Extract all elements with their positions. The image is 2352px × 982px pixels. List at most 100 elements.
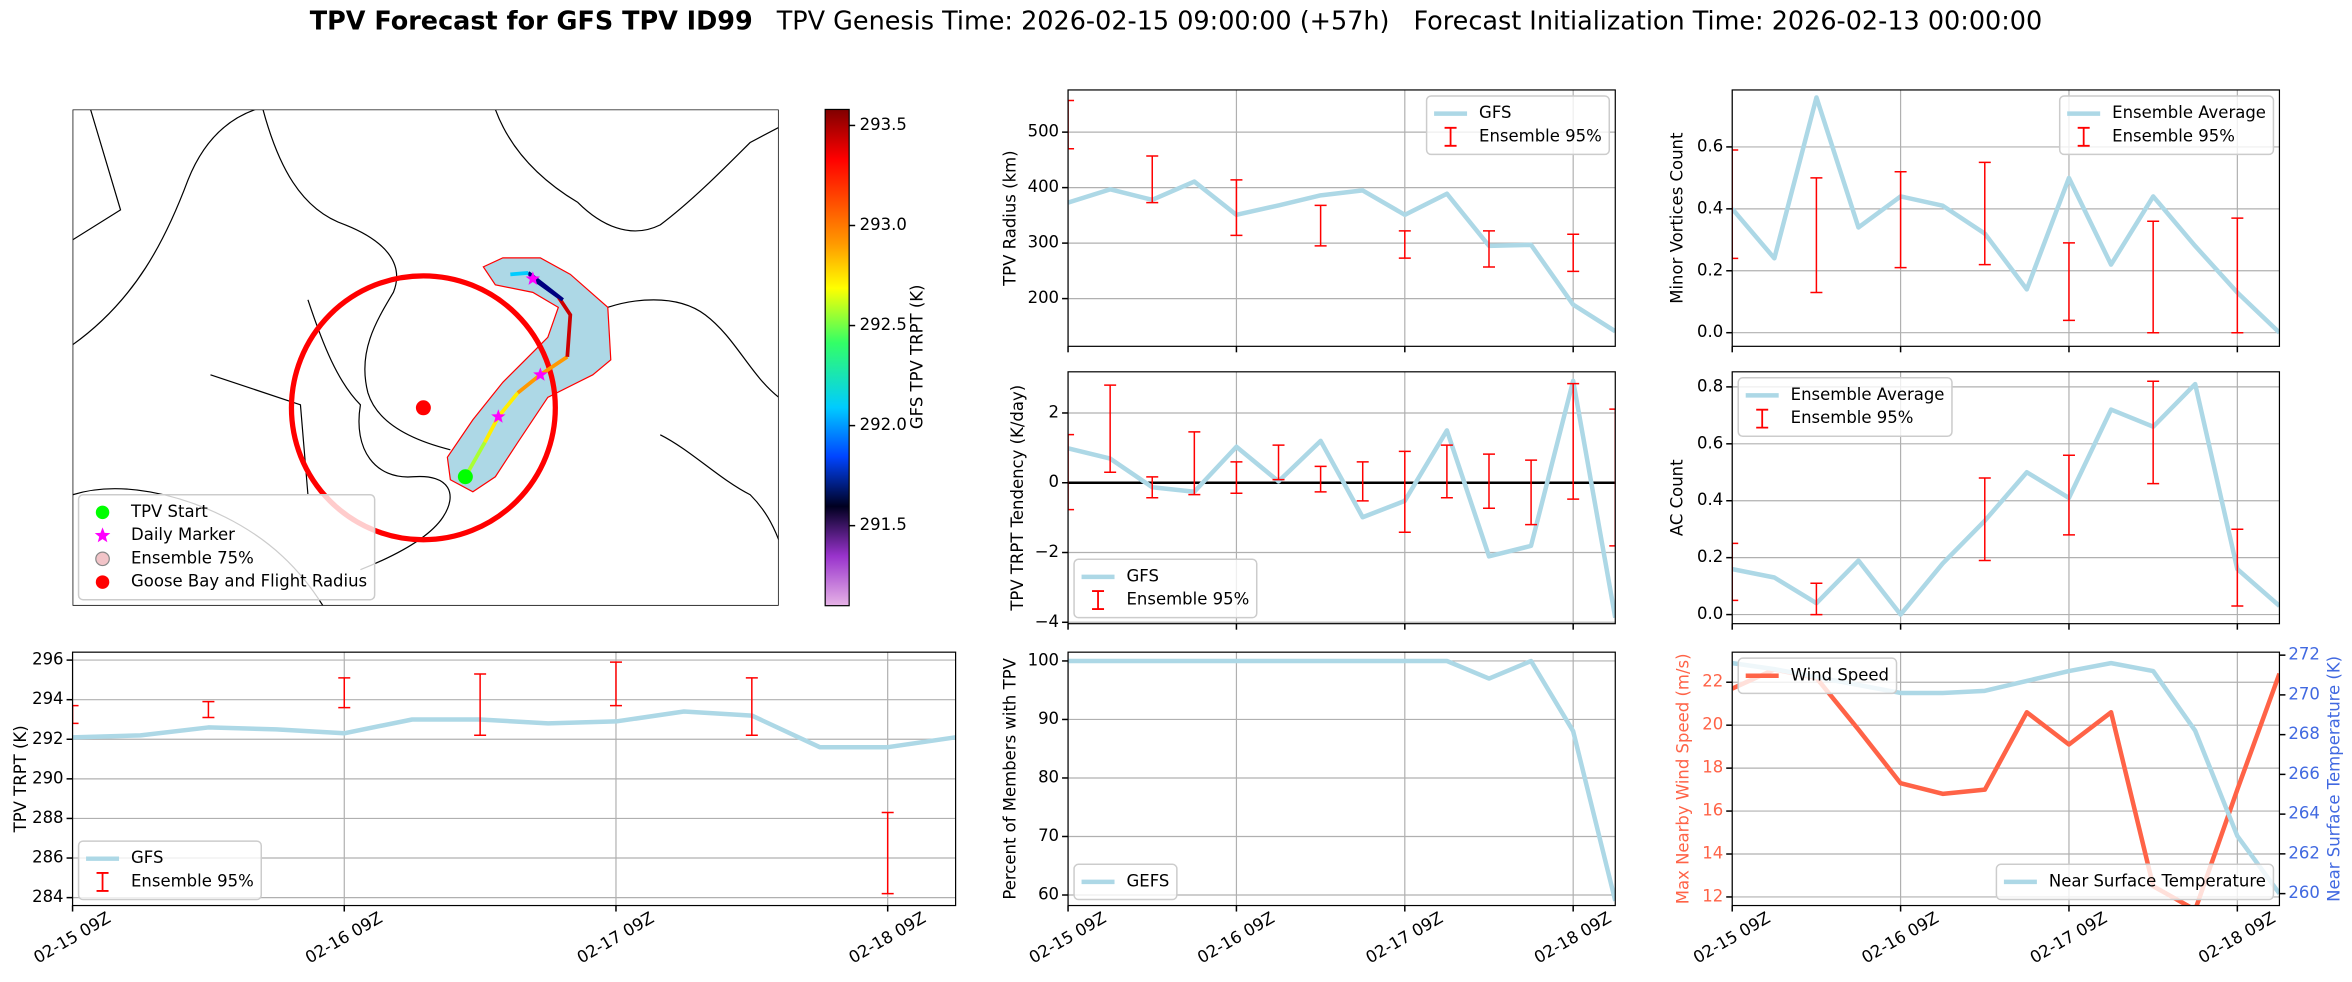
- x-tick-label: 02-17 09Z: [2027, 908, 2110, 967]
- error-bar: [1230, 179, 1243, 237]
- legend-label: Ensemble 95%: [1791, 408, 1914, 427]
- daily-marker: [533, 367, 548, 381]
- track: [556, 295, 573, 357]
- legend-label: Ensemble 75%: [131, 548, 254, 567]
- error-bar: [474, 673, 487, 737]
- figure-title: TPV Forecast for GFS TPV ID99 TPV Genesis…: [310, 6, 2042, 36]
- y-tick-label: −2: [1035, 542, 1059, 561]
- legend-handle: [95, 575, 110, 589]
- x-tick-label: 02-16 09Z: [302, 908, 385, 967]
- y-tick-label: 0.4: [1697, 198, 1723, 217]
- legend-label: GFS: [131, 848, 163, 867]
- error-bar: [1609, 408, 1616, 547]
- x-tick-label: 02-18 09Z: [2195, 908, 2278, 967]
- track: [510, 270, 529, 277]
- y-axis-label: Minor Vortices Count: [1668, 132, 1687, 304]
- y-tick-label: −4: [1035, 612, 1059, 631]
- y-tick-label: 290: [32, 768, 63, 787]
- colorbar-tick-label: 293.0: [860, 215, 907, 234]
- error-bar: [2147, 380, 2160, 485]
- error-bar: [1810, 177, 1823, 294]
- legend-box: [1073, 558, 1258, 619]
- error-bar: [2147, 220, 2160, 334]
- plot-frame: [1067, 89, 1616, 347]
- legend-label: TPV Start: [130, 502, 208, 521]
- error-bar: [1810, 582, 1823, 616]
- legend: GEFS: [1073, 863, 1178, 901]
- error-bar: [881, 811, 894, 895]
- y-tick-label: 400: [1028, 177, 1059, 196]
- y-tick-label: 296: [32, 650, 63, 669]
- legend-label: Ensemble 95%: [1479, 126, 1602, 145]
- border: [72, 109, 122, 241]
- error-bar: [1068, 99, 1075, 150]
- y-tick-label: 294: [32, 689, 63, 708]
- error-bar: [1398, 450, 1411, 534]
- plot-area: [1732, 95, 2280, 335]
- tpv-start: [457, 469, 473, 485]
- legend-handle: [94, 527, 111, 543]
- y-tick-label: 0.0: [1697, 322, 1723, 341]
- x-tick-label: 02-15 09Z: [30, 908, 113, 967]
- error-bar: [1525, 459, 1538, 526]
- y-tick-label: 0.6: [1697, 433, 1723, 452]
- legend-label: Ensemble 95%: [2112, 126, 2235, 145]
- coastline: [607, 299, 779, 398]
- y-tick-label: 16: [1702, 801, 1723, 820]
- x-tick-label: 02-15 09Z: [1026, 908, 1109, 967]
- legend-label: Near Surface Temperature: [2049, 871, 2266, 890]
- plot-area: [72, 661, 956, 895]
- error-bar: [1978, 161, 1991, 266]
- error-bar: [2062, 454, 2075, 536]
- series-line: [1068, 179, 1616, 334]
- title-part: Forecast Initialization Time: 2026-02-13…: [1413, 6, 2042, 36]
- y-axis-label: TPV Radius (km): [1001, 150, 1020, 287]
- legend-box: [1737, 377, 1953, 438]
- legend-label: Ensemble Average: [2112, 103, 2266, 122]
- legend-label: GEFS: [1127, 871, 1170, 890]
- error-bar: [2231, 528, 2244, 607]
- title-main: TPV Forecast for GFS TPV ID99: [310, 6, 753, 36]
- error-bar: [1567, 382, 1580, 500]
- error-bar: [1398, 230, 1411, 259]
- plot-frame: [71, 651, 957, 907]
- error-bar: [1356, 461, 1369, 502]
- legend-handle: [1444, 126, 1457, 147]
- y-tick-label: 500: [1028, 122, 1059, 141]
- error-bar: [2231, 217, 2244, 334]
- daily-marker: [491, 409, 506, 423]
- y-axis-label: TPV TRPT Tendency (K/day): [1008, 385, 1027, 612]
- y2-tick-label: 270: [2288, 684, 2319, 703]
- title-part: TPV Genesis Time: 2026-02-15 09:00:00 (+…: [776, 6, 1390, 36]
- legend-label: Ensemble 95%: [131, 871, 254, 890]
- error-bar: [1146, 476, 1159, 499]
- legend-label: Ensemble Average: [1791, 385, 1945, 404]
- x-tick-label: 02-16 09Z: [1194, 908, 1277, 967]
- coastline: [262, 109, 451, 451]
- error-bar: [1314, 465, 1327, 493]
- legend-handle: [95, 551, 110, 567]
- error-bar: [1188, 431, 1201, 496]
- error-bar: [1732, 149, 1739, 260]
- plot-area: [1068, 378, 1616, 619]
- legend: GFS Ensemble 95%: [77, 840, 262, 901]
- series-line: [72, 709, 956, 750]
- error-bar: [609, 661, 622, 707]
- legend-box: [77, 493, 376, 601]
- error-bar: [745, 677, 758, 737]
- error-bar: [1732, 542, 1739, 602]
- y-tick-label: 2: [1049, 402, 1060, 421]
- y-tick-label: 0: [1049, 472, 1060, 491]
- y-tick-label: 80: [1038, 767, 1059, 786]
- legend-handle: [1756, 408, 1769, 429]
- legend-box: [1995, 863, 2275, 901]
- plot-frame: [1731, 371, 2281, 625]
- legend-handle: [1092, 590, 1105, 610]
- error-bar: [1567, 233, 1580, 273]
- legend-box: [1073, 863, 1178, 901]
- legend-label: Daily Marker: [131, 525, 235, 544]
- y-tick-label: 288: [32, 808, 63, 827]
- error-bar: [1146, 155, 1159, 204]
- series-line: [1068, 378, 1616, 619]
